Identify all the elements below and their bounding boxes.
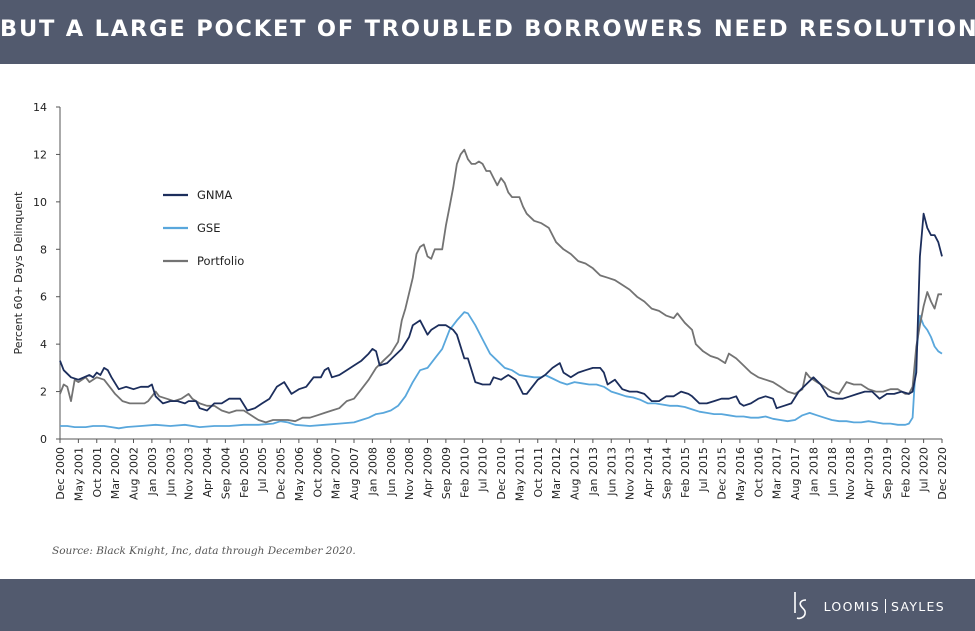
- x-tick-label: Mar 2007: [330, 447, 343, 499]
- x-tick-label: Mar 2002: [109, 447, 122, 499]
- y-tick-label: 10: [33, 196, 47, 209]
- x-tick-label: Jan 2018: [807, 447, 820, 496]
- page-title: BUT A LARGE POCKET OF TROUBLED BORROWERS…: [0, 16, 975, 42]
- x-tick-label: Sep 2004: [219, 447, 232, 499]
- x-tick-label: May 2006: [293, 447, 306, 501]
- y-tick-label: 12: [33, 148, 47, 161]
- x-tick-label: Jul 2005: [256, 447, 269, 493]
- brand-name-loomis: LOOMIS: [823, 598, 881, 614]
- series-lines: [59, 148, 943, 430]
- legend: GNMA GSE Portfolio: [163, 188, 244, 268]
- brand-name-sayles: SAYLES: [891, 598, 945, 614]
- x-tick-label: Aug 2007: [348, 447, 361, 500]
- y-tick-label: 8: [40, 243, 47, 256]
- x-tick-label: Sep 2009: [440, 447, 453, 499]
- x-tick-label: Mar 2017: [771, 447, 784, 499]
- x-tick-label: Apr 2014: [642, 447, 655, 498]
- x-tick-label: Sep 2019: [881, 447, 894, 499]
- x-tick-label: Jan 2003: [146, 447, 159, 496]
- x-tick-label: Dec 2020: [936, 447, 949, 500]
- x-tick-label: Mar 2012: [550, 447, 563, 499]
- x-tick-label: Dec 2000: [54, 447, 67, 500]
- x-tick-label: May 2001: [72, 447, 85, 501]
- x-tick-label: Dec 2010: [495, 447, 508, 500]
- y-axis-title-group: Percent 60+ Days Delinquent: [12, 191, 25, 355]
- brand-divider: [885, 599, 887, 613]
- x-tick-label: Feb 2005: [238, 447, 251, 498]
- brand-logo: LOOMIS SAYLES: [790, 592, 945, 620]
- legend-label-portfolio: Portfolio: [197, 254, 244, 268]
- delinquency-chart: Percent 60+ Days Delinquent 02468101214 …: [12, 101, 949, 501]
- x-tick-label: Feb 2020: [899, 447, 912, 498]
- x-axis-ticks: Dec 2000 May 2001 Oct 2001 Mar 2002 Aug 2002…: [54, 439, 949, 501]
- x-tick-label: Apr 2009: [422, 447, 435, 498]
- y-tick-label: 0: [40, 433, 47, 446]
- x-tick-label: Feb 2015: [679, 447, 692, 498]
- x-tick-label: Apr 2004: [201, 447, 214, 498]
- x-tick-label: Jul 2020: [918, 447, 931, 493]
- y-tick-label: 14: [33, 101, 47, 114]
- title-bar: BUT A LARGE POCKET OF TROUBLED BORROWERS…: [0, 0, 975, 64]
- x-tick-label: Apr 2019: [863, 447, 876, 498]
- x-tick-label: Jun 2018: [826, 447, 839, 497]
- x-tick-label: Oct 2011: [532, 447, 545, 498]
- legend-label-gse: GSE: [197, 221, 220, 235]
- series-line-portfolio: [59, 148, 942, 424]
- x-tick-label: Dec 2005: [275, 447, 288, 500]
- footer-bar: LOOMIS SAYLES: [0, 579, 975, 631]
- y-tick-label: 4: [40, 338, 47, 351]
- y-axis-title: Percent 60+ Days Delinquent: [12, 191, 25, 355]
- legend-label-gnma: GNMA: [197, 188, 232, 202]
- x-tick-label: Dec 2015: [716, 447, 729, 500]
- x-tick-label: Oct 2016: [752, 447, 765, 498]
- y-tick-label: 2: [40, 386, 47, 399]
- series-line-gnma: [59, 212, 943, 412]
- x-tick-label: Jun 2003: [164, 447, 177, 497]
- x-tick-label: Jul 2015: [697, 447, 710, 493]
- source-note: Source: Black Knight, Inc, data through …: [52, 545, 356, 557]
- y-tick-label: 6: [40, 291, 47, 304]
- x-tick-label: Jun 2013: [605, 447, 618, 497]
- x-tick-label: Aug 2017: [789, 447, 802, 500]
- x-tick-label: Oct 2006: [311, 447, 324, 498]
- x-tick-label: Jan 2013: [587, 447, 600, 496]
- y-axis-ticks: 0 2 4 6 8 10 12 14: [33, 101, 60, 446]
- x-tick-label: Jul 2010: [477, 447, 490, 493]
- axes: [59, 107, 942, 440]
- x-tick-label: Aug 2012: [569, 447, 582, 500]
- x-tick-label: Sep 2014: [660, 447, 673, 499]
- x-tick-label: Jan 2008: [366, 447, 379, 496]
- x-tick-label: May 2016: [734, 447, 747, 501]
- x-tick-label: Feb 2010: [458, 447, 471, 498]
- x-tick-label: May 2011: [513, 447, 526, 501]
- x-tick-label: Oct 2001: [91, 447, 104, 498]
- ls-monogram-icon: [793, 592, 806, 620]
- series-line-gse: [60, 311, 943, 430]
- x-tick-label: Nov 2013: [624, 447, 637, 500]
- x-tick-label: Aug 2002: [128, 447, 141, 500]
- x-tick-label: Nov 2018: [844, 447, 857, 500]
- x-tick-label: Jun 2008: [385, 447, 398, 497]
- x-tick-label: Nov 2003: [183, 447, 196, 500]
- x-tick-label: Nov 2008: [403, 447, 416, 500]
